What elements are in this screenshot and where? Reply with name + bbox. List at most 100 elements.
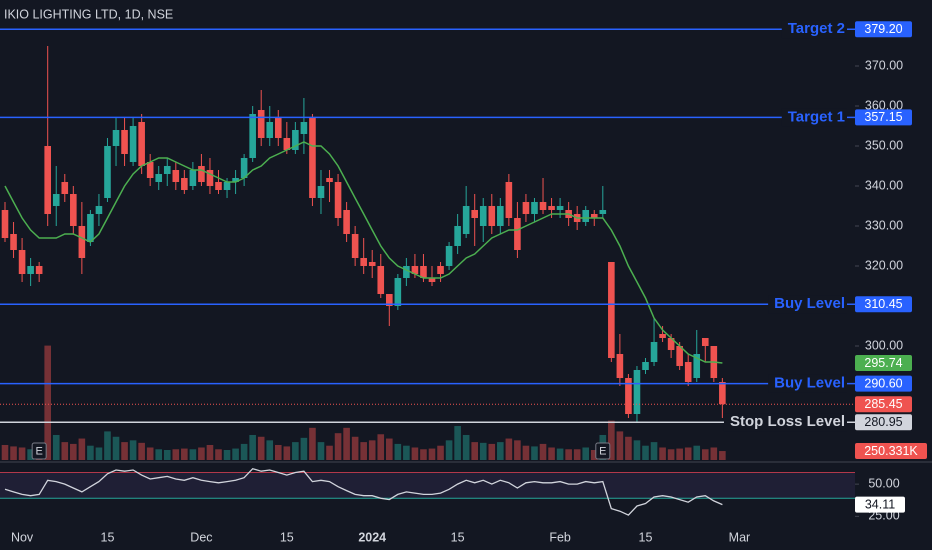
volume-bar (274, 444, 282, 460)
volume-bar (343, 427, 350, 460)
candle-body (163, 166, 171, 174)
level-name-bg (781, 108, 847, 127)
rsi-tag (855, 496, 905, 513)
candle-body (317, 186, 325, 198)
candle-body (181, 178, 188, 190)
volume-bar (514, 440, 521, 460)
volume-bar (471, 442, 478, 460)
candle-body (18, 250, 26, 274)
rsi-layer (0, 467, 855, 516)
axis-layer: 370.00 360.00 350.00 340.00 330.00 320.00 300.… (11, 21, 927, 544)
candle-body (608, 262, 615, 358)
volume-bar (18, 447, 26, 460)
candle-body (505, 182, 513, 218)
candle-body (1, 210, 9, 238)
volume-bar (676, 448, 683, 460)
candle-body (548, 206, 555, 210)
volume-bar (172, 449, 180, 460)
volume-bar (257, 436, 265, 460)
volume-bar (104, 431, 111, 460)
volume-bar (650, 442, 658, 460)
rsi-line (4, 467, 723, 516)
ma-tag (855, 355, 912, 372)
candle-body (642, 362, 649, 370)
candle-body (514, 218, 521, 250)
level-name: Stop Loss Level (730, 413, 845, 430)
volume-bar (10, 446, 17, 460)
x-tick-label: Mar (729, 530, 751, 544)
candle-body (198, 166, 205, 182)
volume-bar (61, 442, 69, 460)
candle-body (616, 354, 624, 378)
candle-body (35, 266, 43, 274)
candle-body (121, 130, 128, 154)
volume-bar (283, 446, 291, 460)
candle-body (129, 126, 137, 162)
volume-bar (1, 444, 9, 460)
candle-body (223, 182, 231, 190)
candle-body (189, 170, 197, 186)
volume-bar (497, 442, 504, 460)
volume-bar (462, 434, 470, 460)
volume-bar (582, 447, 590, 460)
candle-body (95, 206, 103, 214)
x-tick-label: 2024 (358, 530, 386, 544)
x-tick-label: Dec (190, 530, 212, 544)
volume-bar (693, 445, 701, 460)
x-tick-label: 15 (280, 530, 294, 544)
volume-bar (351, 436, 359, 460)
volume-bar (556, 448, 564, 460)
volume-bar (394, 443, 402, 460)
volume-bar (223, 449, 231, 460)
candle-body (27, 266, 34, 274)
last-price-label: 285.45 (864, 397, 902, 411)
level-name-bg (768, 295, 847, 314)
candle-body (403, 266, 410, 278)
level-name: Buy Level (774, 375, 845, 392)
candle-body (394, 278, 402, 306)
candle-body (531, 202, 538, 214)
candle-body (701, 338, 709, 346)
x-tick-label: 15 (639, 530, 653, 544)
volume-bar (27, 449, 34, 460)
price-layer: Target 2 Target 1 Buy Level Buy Level Stop L… (0, 20, 855, 460)
candle-body (104, 146, 111, 198)
volume-bar (70, 443, 77, 460)
volume-bar (181, 448, 188, 460)
volume-bar (78, 438, 86, 460)
volume-bar (522, 445, 530, 460)
candle-body (719, 382, 726, 405)
volume-bar (317, 442, 325, 460)
volume-tag-label: 250.331K (864, 444, 918, 458)
volume-bar (633, 440, 641, 460)
candle-body (215, 182, 222, 190)
volume-bar (428, 448, 436, 460)
level-name-bg (768, 374, 847, 393)
candle-body (411, 266, 419, 274)
event-marker (31, 442, 47, 460)
event-label: E (599, 445, 606, 457)
y-tick-label: 340.00 (865, 178, 903, 192)
y-tick-label: 370.00 (865, 58, 903, 72)
candle-body (249, 114, 256, 158)
volume-bar (445, 440, 453, 460)
candle-body (138, 122, 145, 166)
y-tick-label: 360.00 (865, 98, 903, 112)
level-tag-label: 310.45 (864, 297, 902, 311)
candle-body (497, 206, 504, 226)
volume-bar (684, 447, 692, 460)
volume-bar (198, 447, 205, 460)
level-tag (855, 414, 912, 431)
candle-body (633, 370, 641, 414)
candle-body (599, 210, 607, 214)
candle-body (206, 170, 214, 186)
candle-body (539, 202, 547, 210)
rsi-tick-label: 50.00 (868, 476, 899, 490)
candle-body (684, 362, 692, 382)
y-tick-label: 320.00 (865, 258, 903, 272)
volume-bar (87, 445, 94, 460)
candle-body (172, 170, 180, 182)
x-tick-label: 15 (451, 530, 465, 544)
volume-bar (249, 434, 256, 460)
